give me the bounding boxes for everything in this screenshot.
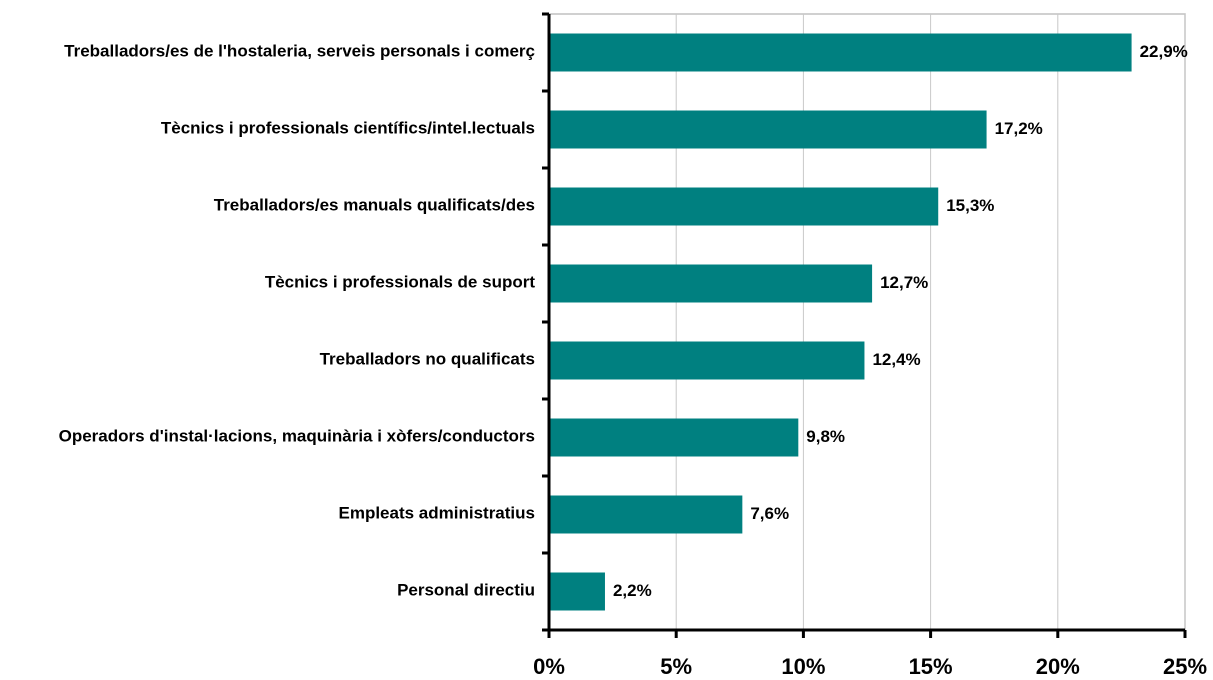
x-tick-label: 5% [660, 654, 692, 679]
y-tick-label: Personal directiu [397, 581, 535, 600]
value-label: 15,3% [946, 196, 994, 215]
x-tick-label: 10% [781, 654, 825, 679]
x-tick-label: 0% [533, 654, 565, 679]
bar [549, 341, 865, 380]
y-tick-label: Tècnics i professionals científics/intel… [161, 119, 535, 138]
y-tick-label: Treballadors/es manuals qualificats/des [214, 196, 535, 215]
bar [549, 110, 987, 149]
label-line: Tècnics i professionals de suport [265, 273, 536, 292]
label-line: Personal directiu [397, 581, 535, 600]
label-line: Operadors d'instal·lacions, maquinària i… [59, 427, 535, 446]
value-label: 12,4% [872, 350, 920, 369]
bar [549, 572, 605, 611]
y-tick-label: Treballadors no qualificats [320, 350, 535, 369]
value-label: 7,6% [750, 504, 789, 523]
bar [549, 187, 939, 226]
y-tick-label: Tècnics i professionals de suport [265, 273, 536, 292]
label-line: Treballadors no qualificats [320, 350, 535, 369]
x-tick-label: 25% [1163, 654, 1207, 679]
value-label: 22,9% [1140, 42, 1188, 61]
label-line: Empleats administratius [338, 504, 535, 523]
x-tick-label: 15% [909, 654, 953, 679]
value-label: 17,2% [995, 119, 1043, 138]
x-tick-label: 20% [1036, 654, 1080, 679]
label-line: Tècnics i professionals científics/intel… [161, 119, 535, 138]
bar [549, 33, 1132, 72]
y-tick-label: Empleats administratius [338, 504, 535, 523]
label-line: Treballadors/es manuals qualificats/des [214, 196, 535, 215]
value-label: 12,7% [880, 273, 928, 292]
value-label: 2,2% [613, 581, 652, 600]
label-line: Treballadors/es de l'hostaleria, serveis… [64, 42, 535, 61]
value-label: 9,8% [806, 427, 845, 446]
bar [549, 418, 799, 457]
y-tick-label: Treballadors/es de l'hostaleria, serveis… [64, 42, 535, 61]
bar [549, 264, 873, 303]
bar [549, 495, 743, 534]
plot-frame [548, 13, 1186, 631]
y-tick-label: Operadors d'instal·lacions, maquinària i… [59, 427, 535, 446]
